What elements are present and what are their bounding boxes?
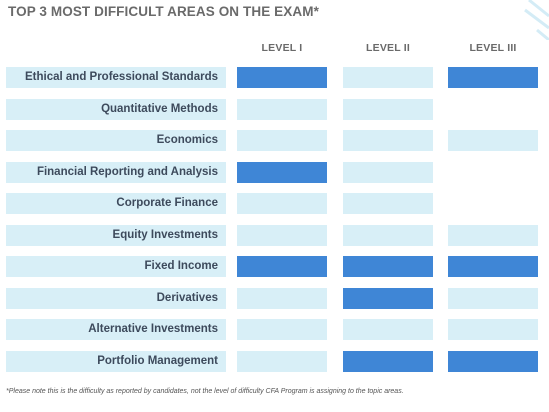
difficult-cell: [343, 351, 433, 372]
not-difficult-cell: [237, 99, 327, 120]
not-difficult-cell: [343, 162, 433, 183]
not-difficult-cell: [343, 319, 433, 340]
not-difficult-cell: [237, 225, 327, 246]
row-label: Derivatives: [6, 288, 226, 309]
not-difficult-cell: [343, 225, 433, 246]
not-difficult-cell: [343, 193, 433, 214]
row-label: Alternative Investments: [6, 319, 226, 340]
difficult-cell: [237, 256, 327, 277]
difficult-cell: [237, 162, 327, 183]
not-difficult-cell: [237, 351, 327, 372]
not-difficult-cell: [237, 193, 327, 214]
not-difficult-cell: [448, 225, 538, 246]
not-difficult-cell: [237, 288, 327, 309]
row-label: Corporate Finance: [6, 193, 226, 214]
not-difficult-cell: [237, 319, 327, 340]
difficult-cell: [343, 256, 433, 277]
not-difficult-cell: [343, 130, 433, 151]
not-difficult-cell: [237, 130, 327, 151]
empty-cell: [448, 193, 538, 214]
empty-cell: [448, 162, 538, 183]
row-label: Portfolio Management: [6, 351, 226, 372]
difficult-cell: [448, 351, 538, 372]
row-label: Quantitative Methods: [6, 99, 226, 120]
difficult-cell: [448, 67, 538, 88]
corner-stripes-decoration: [524, 0, 549, 40]
column-header-level-3: LEVEL III: [469, 42, 517, 54]
not-difficult-cell: [448, 288, 538, 309]
column-header-level-2: LEVEL II: [366, 42, 410, 54]
difficult-cell: [343, 288, 433, 309]
column-header-level-1: LEVEL I: [261, 42, 303, 54]
not-difficult-cell: [343, 67, 433, 88]
not-difficult-cell: [448, 319, 538, 340]
row-label: Equity Investments: [6, 225, 226, 246]
row-label: Fixed Income: [6, 256, 226, 277]
difficult-cell: [448, 256, 538, 277]
footnote: *Please note this is the difficulty as r…: [6, 388, 404, 395]
row-label: Financial Reporting and Analysis: [6, 162, 226, 183]
chart-title: TOP 3 MOST DIFFICULT AREAS ON THE EXAM*: [8, 4, 319, 19]
not-difficult-cell: [448, 130, 538, 151]
difficult-cell: [237, 67, 327, 88]
empty-cell: [448, 99, 538, 120]
not-difficult-cell: [343, 99, 433, 120]
row-label: Ethical and Professional Standards: [6, 67, 226, 88]
row-label: Economics: [6, 130, 226, 151]
